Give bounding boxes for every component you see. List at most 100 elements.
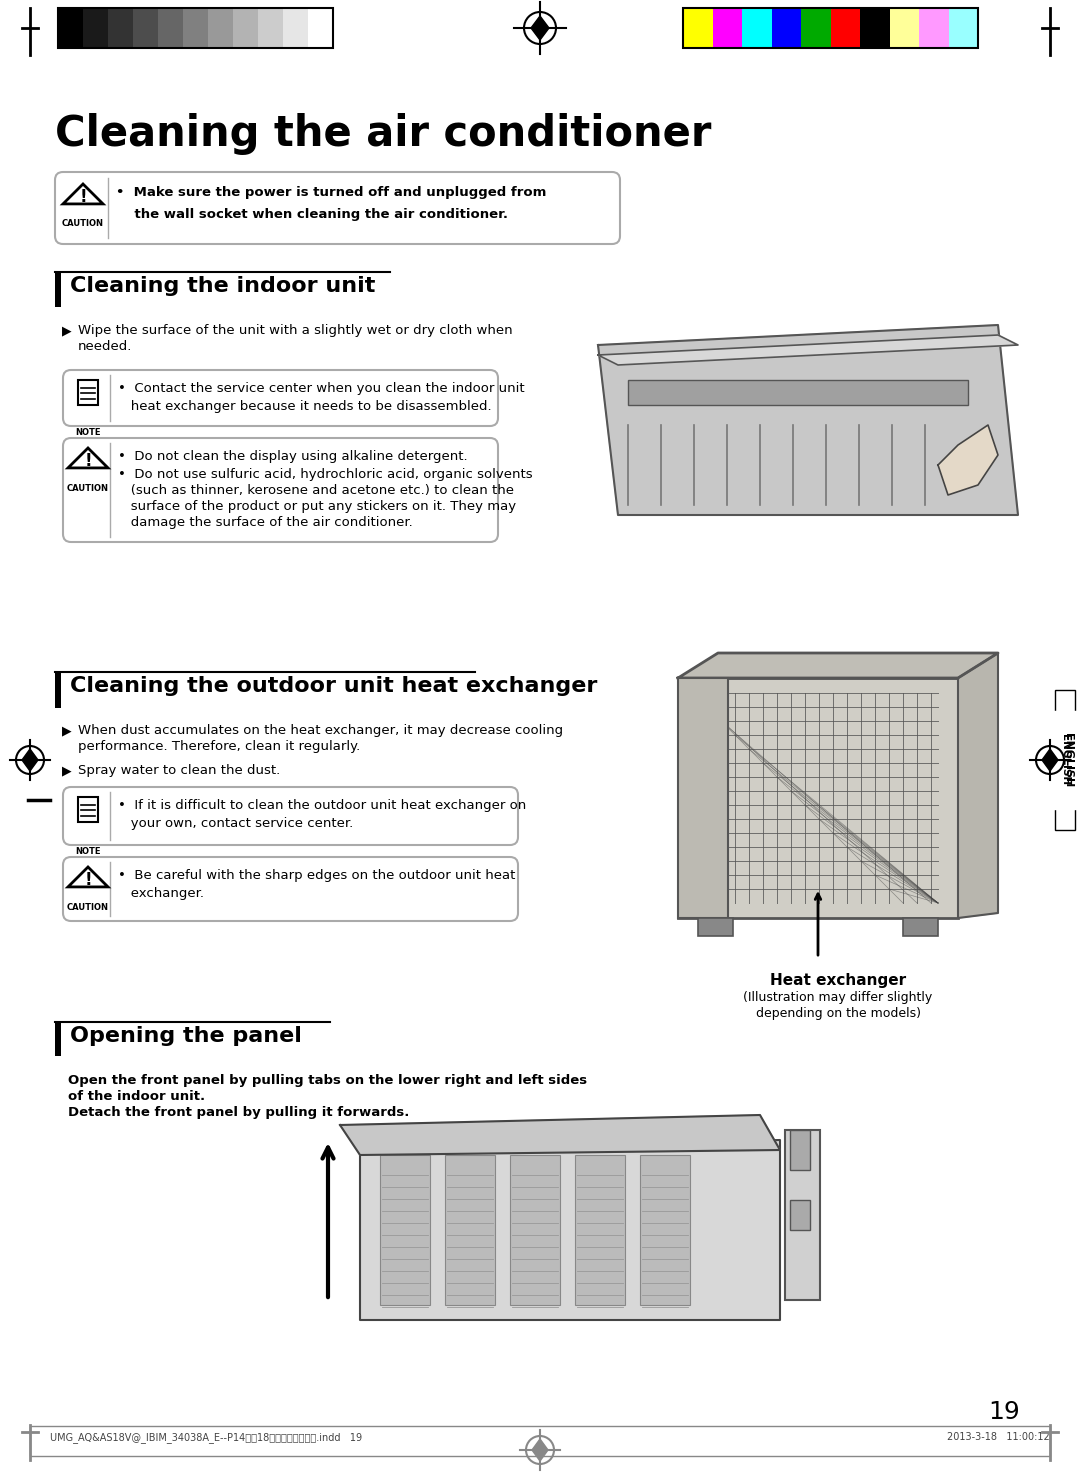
- Text: Heat exchanger: Heat exchanger: [770, 973, 906, 987]
- Polygon shape: [340, 1114, 780, 1156]
- Bar: [258, 7, 283, 49]
- Polygon shape: [68, 449, 108, 468]
- FancyBboxPatch shape: [63, 438, 498, 542]
- Bar: [683, 7, 978, 49]
- Text: Opening the panel: Opening the panel: [70, 1026, 302, 1046]
- Polygon shape: [678, 652, 998, 677]
- Text: •  Do not clean the display using alkaline detergent.: • Do not clean the display using alkalin…: [118, 450, 468, 463]
- Text: needed.: needed.: [78, 339, 133, 353]
- Polygon shape: [598, 325, 1018, 515]
- Text: CAUTION: CAUTION: [67, 903, 109, 912]
- Text: Cleaning the indoor unit: Cleaning the indoor unit: [70, 276, 376, 297]
- Polygon shape: [1042, 748, 1058, 770]
- Bar: [860, 7, 890, 49]
- Polygon shape: [532, 1439, 548, 1461]
- Bar: [890, 7, 919, 49]
- Text: !: !: [84, 871, 92, 889]
- Text: your own, contact service center.: your own, contact service center.: [118, 818, 353, 830]
- Bar: [713, 7, 742, 49]
- Bar: [575, 1156, 625, 1305]
- Polygon shape: [22, 748, 38, 770]
- Text: !: !: [79, 187, 86, 207]
- Text: damage the surface of the air conditioner.: damage the surface of the air conditione…: [118, 517, 413, 528]
- Text: the wall socket when cleaning the air conditioner.: the wall socket when cleaning the air co…: [116, 208, 508, 221]
- Bar: [55, 672, 60, 708]
- Bar: [627, 379, 968, 404]
- Text: CAUTION: CAUTION: [67, 484, 109, 493]
- Polygon shape: [360, 1139, 780, 1320]
- Bar: [919, 7, 948, 49]
- Text: •  If it is difficult to clean the outdoor unit heat exchanger on: • If it is difficult to clean the outdoo…: [118, 799, 526, 812]
- Bar: [948, 7, 978, 49]
- Bar: [445, 1156, 495, 1305]
- Text: •  Contact the service center when you clean the indoor unit: • Contact the service center when you cl…: [118, 382, 525, 396]
- Bar: [789, 1200, 810, 1230]
- Bar: [133, 7, 158, 49]
- Text: Wipe the surface of the unit with a slightly wet or dry cloth when: Wipe the surface of the unit with a slig…: [78, 325, 513, 337]
- Text: (Illustration may differ slightly: (Illustration may differ slightly: [743, 990, 933, 1004]
- FancyBboxPatch shape: [55, 173, 620, 244]
- Text: Cleaning the air conditioner: Cleaning the air conditioner: [55, 114, 712, 155]
- Bar: [55, 272, 60, 307]
- Text: ▶: ▶: [62, 725, 71, 737]
- Text: •  Make sure the power is turned off and unplugged from: • Make sure the power is turned off and …: [116, 186, 546, 199]
- Bar: [785, 1131, 820, 1300]
- Bar: [78, 379, 98, 406]
- Bar: [83, 7, 108, 49]
- Text: NOTE: NOTE: [76, 847, 100, 856]
- Text: ▶: ▶: [62, 325, 71, 337]
- Bar: [208, 7, 233, 49]
- Text: 19: 19: [988, 1401, 1020, 1424]
- Text: performance. Therefore, clean it regularly.: performance. Therefore, clean it regular…: [78, 739, 361, 753]
- Bar: [78, 797, 98, 822]
- Bar: [903, 918, 939, 936]
- Bar: [1055, 689, 1075, 830]
- Text: heat exchanger because it needs to be disassembled.: heat exchanger because it needs to be di…: [118, 400, 491, 413]
- Text: (such as thinner, kerosene and acetone etc.) to clean the: (such as thinner, kerosene and acetone e…: [118, 484, 514, 497]
- Text: ▶: ▶: [62, 765, 71, 776]
- Bar: [789, 1131, 810, 1170]
- Bar: [771, 7, 801, 49]
- Polygon shape: [68, 866, 108, 887]
- Text: ENGLISH: ENGLISH: [1063, 734, 1074, 787]
- Text: CAUTION: CAUTION: [62, 218, 104, 227]
- Text: •  Be careful with the sharp edges on the outdoor unit heat: • Be careful with the sharp edges on the…: [118, 869, 515, 883]
- Bar: [683, 7, 713, 49]
- Bar: [678, 677, 728, 918]
- Text: depending on the models): depending on the models): [756, 1007, 920, 1020]
- Text: Open the front panel by pulling tabs on the lower right and left sides: Open the front panel by pulling tabs on …: [68, 1075, 588, 1086]
- Polygon shape: [531, 16, 549, 40]
- Text: exchanger.: exchanger.: [118, 887, 204, 900]
- Bar: [58, 7, 333, 49]
- Bar: [510, 1156, 561, 1305]
- Bar: [108, 7, 133, 49]
- Bar: [158, 7, 183, 49]
- Polygon shape: [63, 184, 103, 204]
- Text: !: !: [84, 452, 92, 469]
- Bar: [640, 1156, 690, 1305]
- FancyBboxPatch shape: [63, 787, 518, 844]
- Bar: [678, 677, 958, 918]
- Text: •  Do not use sulfuric acid, hydrochloric acid, organic solvents: • Do not use sulfuric acid, hydrochloric…: [118, 468, 532, 481]
- Bar: [742, 7, 771, 49]
- Bar: [698, 918, 733, 936]
- Bar: [308, 7, 333, 49]
- Bar: [380, 1156, 430, 1305]
- Polygon shape: [598, 335, 1018, 365]
- Polygon shape: [939, 425, 998, 494]
- Bar: [183, 7, 208, 49]
- Text: Spray water to clean the dust.: Spray water to clean the dust.: [78, 765, 280, 776]
- Bar: [30, 1426, 1050, 1455]
- Text: Cleaning the outdoor unit heat exchanger: Cleaning the outdoor unit heat exchanger: [70, 676, 597, 697]
- Text: of the indoor unit.: of the indoor unit.: [68, 1089, 205, 1103]
- Polygon shape: [958, 652, 998, 918]
- Text: When dust accumulates on the heat exchanger, it may decrease cooling: When dust accumulates on the heat exchan…: [78, 725, 563, 737]
- Bar: [58, 7, 83, 49]
- Bar: [233, 7, 258, 49]
- Text: UMG_AQ&AS18V@_IBIM_34038A_E--P14Ｐ８18　　　　　　　　.indd   19: UMG_AQ&AS18V@_IBIM_34038A_E--P14Ｐ８18 .in…: [50, 1432, 362, 1444]
- Text: NOTE: NOTE: [76, 428, 100, 437]
- Text: ENGLISH: ENGLISH: [1059, 735, 1070, 785]
- Text: 2013-3-18   11:00:12: 2013-3-18 11:00:12: [947, 1432, 1050, 1442]
- FancyBboxPatch shape: [63, 370, 498, 427]
- Text: surface of the product or put any stickers on it. They may: surface of the product or put any sticke…: [118, 500, 516, 514]
